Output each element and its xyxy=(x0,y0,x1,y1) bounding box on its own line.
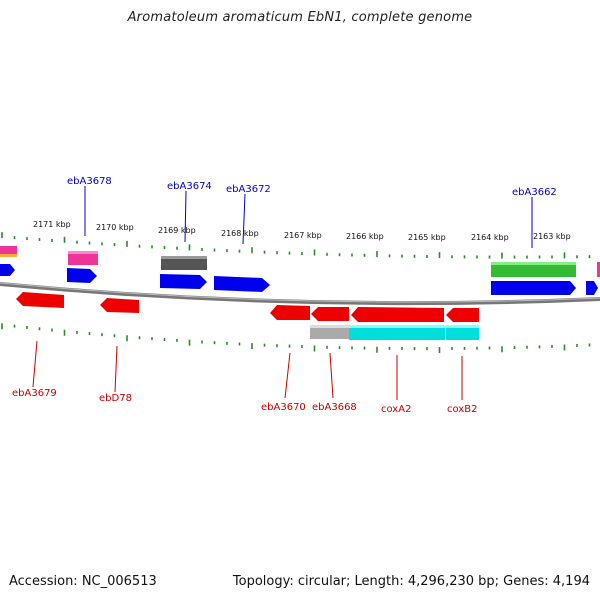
gene-label[interactable]: ebA3674 xyxy=(167,181,212,192)
reverse-strand-genes xyxy=(16,292,479,340)
bottom-gene-labels: ebA3679 ebD78 ebA3670 ebA3668 coxA2 coxB… xyxy=(12,340,477,415)
kbp-label: 2165 kbp xyxy=(408,233,446,242)
gene-label[interactable]: ebA3679 xyxy=(12,388,57,399)
forward-strand-genes xyxy=(0,246,600,295)
gene-feature[interactable] xyxy=(586,281,598,295)
gene-feature[interactable] xyxy=(597,262,600,277)
accession-text: Accession: NC_006513 xyxy=(9,574,157,589)
kbp-label: 2167 kbp xyxy=(284,231,322,240)
genome-title: Aromatoleum aromaticum EbN1, complete ge… xyxy=(127,10,473,25)
kbp-scale-top xyxy=(1,232,591,259)
gene-label[interactable]: coxA2 xyxy=(381,404,411,415)
gene-feature[interactable] xyxy=(349,325,445,340)
gene-feature[interactable] xyxy=(16,292,64,308)
gene-feature[interactable] xyxy=(68,251,98,265)
kbp-label: 2164 kbp xyxy=(471,233,509,242)
gene-feature[interactable] xyxy=(214,276,270,292)
gene-feature[interactable] xyxy=(446,308,479,322)
kbp-label: 2169 kbp xyxy=(158,226,196,235)
gene-feature[interactable] xyxy=(0,246,17,256)
gene-feature[interactable] xyxy=(0,264,15,276)
gene-feature[interactable] xyxy=(351,307,444,322)
gene-label[interactable]: ebA3668 xyxy=(312,402,357,413)
gene-label[interactable]: ebD78 xyxy=(99,393,132,404)
gene-label[interactable]: ebA3670 xyxy=(261,402,306,413)
gene-label[interactable]: ebA3662 xyxy=(512,187,557,198)
kbp-label: 2170 kbp xyxy=(96,223,134,232)
top-gene-labels: ebA3678 ebA3674 ebA3672 ebA3662 xyxy=(67,176,557,248)
genome-backbone xyxy=(0,282,600,306)
gene-label[interactable]: coxB2 xyxy=(447,404,477,415)
gene-feature[interactable] xyxy=(491,262,576,277)
gene-feature[interactable] xyxy=(270,305,310,320)
kbp-label: 2166 kbp xyxy=(346,232,384,241)
kbp-label: 2171 kbp xyxy=(33,220,71,229)
gene-label[interactable]: ebA3672 xyxy=(226,184,271,195)
genome-summary-text: Topology: circular; Length: 4,296,230 bp… xyxy=(232,574,590,589)
gene-feature[interactable] xyxy=(161,256,207,270)
gene-feature[interactable] xyxy=(446,325,479,340)
gene-feature[interactable] xyxy=(491,281,576,295)
kbp-scale-bottom xyxy=(1,323,591,354)
gene-label[interactable]: ebA3678 xyxy=(67,176,112,187)
kbp-label: 2168 kbp xyxy=(221,229,259,238)
kbp-label: 2163 kbp xyxy=(533,232,571,241)
gene-feature[interactable] xyxy=(160,274,207,289)
gene-feature[interactable] xyxy=(310,325,349,339)
gene-feature[interactable] xyxy=(100,298,139,313)
kbp-labels: 2171 kbp 2170 kbp 2169 kbp 2168 kbp 2167… xyxy=(33,220,571,242)
gene-feature[interactable] xyxy=(67,268,97,283)
gene-feature[interactable] xyxy=(311,307,349,321)
